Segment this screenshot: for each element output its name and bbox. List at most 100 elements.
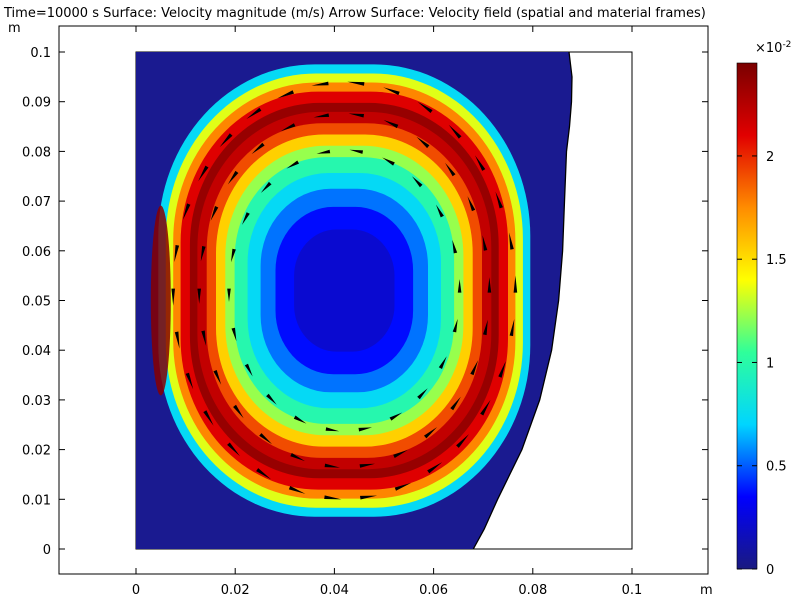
velocity-arrow	[324, 463, 340, 468]
colorbar-tick-label: 0	[766, 563, 774, 578]
y-tick-label: 0.01	[22, 493, 51, 508]
y-tick-label: 0.02	[22, 444, 51, 459]
velocity-arrow	[448, 124, 462, 139]
velocity-arrow	[358, 427, 372, 432]
velocity-arrow	[452, 239, 458, 254]
y-tick-label: 0.08	[22, 145, 51, 160]
velocity-arrow	[231, 327, 237, 342]
velocity-contour-band	[294, 229, 395, 352]
velocity-arrow	[445, 162, 456, 177]
velocity-arrows	[171, 81, 518, 500]
velocity-arrow	[174, 331, 180, 349]
velocity-arrow	[450, 396, 461, 411]
velocity-arrow	[360, 495, 378, 500]
velocity-arrow	[313, 113, 330, 118]
velocity-arrow	[182, 203, 191, 221]
velocity-arrow	[393, 449, 408, 458]
velocity-arrow	[383, 120, 399, 129]
velocity-arrow	[290, 453, 305, 462]
velocity-arrow	[286, 160, 299, 169]
y-tick-label: 0.09	[22, 96, 51, 111]
velocity-arrow	[389, 412, 403, 421]
velocity-arrow	[438, 356, 447, 369]
velocity-arrow	[293, 415, 307, 424]
velocity-arrow	[359, 463, 375, 468]
colorbar-tick-label: 2	[766, 150, 774, 165]
x-tick-label: 0	[132, 583, 140, 598]
velocity-arrow	[349, 149, 363, 154]
free-surface-boundary	[472, 51, 573, 550]
velocity-arrow	[325, 427, 340, 432]
colorbar	[736, 62, 758, 570]
colorbar-tick-label: 1.5	[766, 253, 787, 268]
velocity-arrow	[509, 319, 515, 337]
velocity-magnitude-surface	[150, 64, 531, 517]
x-tick-label: 0.08	[518, 583, 547, 598]
velocity-arrow	[251, 142, 265, 154]
colorbar-exponent: -2	[782, 40, 791, 50]
velocity-arrow	[498, 361, 506, 378]
velocity-arrow	[383, 87, 400, 96]
velocity-arrow	[457, 279, 462, 293]
velocity-arrow	[198, 165, 209, 182]
velocity-arrow	[424, 427, 437, 439]
velocity-arrow	[246, 107, 262, 119]
colorbar-multiplier-base: ×10	[755, 41, 782, 56]
velocity-arrow	[219, 133, 233, 148]
velocity-arrow	[348, 113, 364, 118]
velocity-arrow	[266, 393, 277, 405]
velocity-arrow	[382, 157, 395, 166]
velocity-arrow	[436, 204, 444, 218]
y-axis-unit: m	[8, 21, 21, 36]
x-tick-label: 0.1	[622, 583, 643, 598]
velocity-arrow	[475, 155, 486, 171]
x-tick-label: 0.04	[320, 583, 349, 598]
velocity-arrow	[416, 136, 430, 149]
colorbar-ticks: 0 0.5 1 1.5 2	[737, 150, 787, 578]
y-tick-label: 0	[43, 543, 51, 558]
velocity-arrow	[513, 275, 518, 293]
velocity-arrow	[244, 363, 253, 377]
velocity-arrow	[470, 360, 479, 376]
velocity-arrow	[256, 468, 272, 480]
velocity-arrow	[213, 370, 222, 385]
x-tick-label: 0.06	[419, 583, 448, 598]
velocity-arrow	[227, 170, 239, 185]
velocity-arrow	[171, 288, 175, 306]
velocity-arrow	[412, 176, 423, 188]
velocity-arrow	[316, 149, 331, 154]
velocity-arrow	[203, 410, 214, 426]
x-tick-label: 0.02	[221, 583, 250, 598]
velocity-arrow	[467, 196, 476, 212]
velocity-arrow	[394, 482, 412, 491]
velocity-arrow	[201, 330, 207, 346]
velocity-arrow	[288, 486, 306, 494]
velocity-arrow	[197, 288, 201, 304]
velocity-arrow	[483, 319, 488, 336]
velocity-arrow	[242, 212, 250, 225]
velocity-arrow	[480, 399, 491, 416]
colorbar-tick-label: 0.5	[766, 460, 787, 475]
velocity-arrow	[311, 81, 329, 86]
velocity-arrow	[227, 442, 240, 457]
velocity-arrow	[210, 206, 219, 221]
velocity-arrow	[417, 388, 428, 400]
y-tick-label: 0.03	[22, 394, 51, 409]
y-axis-ticks: 0 0.01 0.02 0.03 0.04 0.05 0.06 0.07 0.08 0.09 0.1	[22, 46, 708, 558]
velocity-arrow	[277, 90, 294, 99]
velocity-max-region	[150, 205, 171, 396]
velocity-arrow	[259, 433, 273, 445]
velocity-arrow	[427, 462, 443, 474]
velocity-arrow	[456, 434, 469, 448]
velocity-field	[136, 52, 572, 549]
x-axis-ticks: 0 0.02 0.04 0.06 0.08 0.1	[132, 26, 642, 598]
velocity-arrow	[452, 318, 458, 333]
velocity-arrow	[231, 248, 236, 263]
velocity-arrow	[227, 288, 231, 302]
velocity-arrow	[482, 235, 488, 251]
velocity-arrow	[495, 191, 503, 209]
plot-title: Time=10000 s Surface: Velocity magnitude…	[3, 6, 706, 21]
y-tick-label: 0.07	[22, 195, 51, 210]
velocity-arrow	[200, 246, 206, 262]
